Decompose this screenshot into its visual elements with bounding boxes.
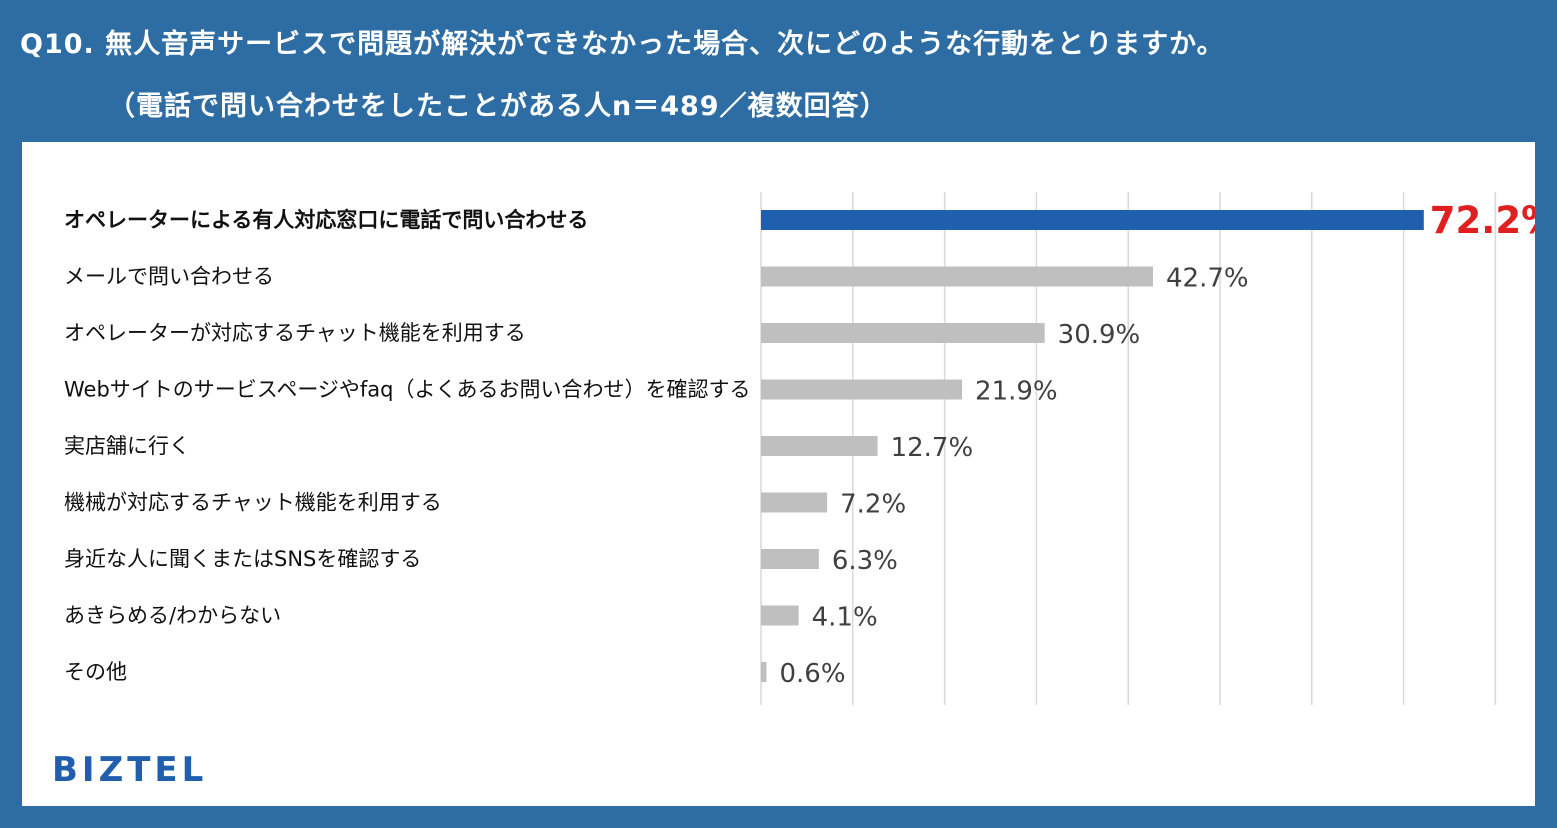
bar (761, 379, 963, 400)
category-label: その他 (64, 660, 127, 684)
bar (761, 323, 1045, 343)
category-label: メールで問い合わせる (64, 265, 274, 289)
value-label: 6.3% (832, 546, 898, 576)
bar (761, 436, 878, 456)
value-label: 12.7% (891, 433, 974, 463)
value-label: 4.1% (812, 603, 878, 633)
bar (761, 549, 819, 569)
chart-panel: オペレーターによる有人対応窓口に電話で問い合わせる 72.2% メールで問い合わせる… (22, 142, 1535, 806)
bar (761, 492, 828, 513)
category-label: 身近な人に聞くまたはSNSを確認する (64, 547, 421, 571)
bar (761, 210, 1424, 230)
value-label: 0.6% (780, 659, 846, 689)
value-label: 21.9% (975, 377, 1058, 407)
category-label: あきらめる/わからない (64, 604, 281, 628)
bar (761, 266, 1153, 287)
biztel-logo: BIZTEL (52, 750, 208, 790)
category-label: Webサイトのサービスページやfaq（よくあるお問い合わせ）を確認する (64, 378, 750, 402)
category-label: オペレーターによる有人対応窓口に電話で問い合わせる (64, 208, 588, 232)
category-label: オペレーターが対応するチャット機能を利用する (64, 321, 526, 345)
bar-chart: オペレーターによる有人対応窓口に電話で問い合わせる 72.2% メールで問い合わせる… (64, 192, 1535, 705)
value-label: 42.7% (1166, 264, 1249, 294)
category-label: 実店舗に行く (64, 434, 190, 458)
value-label: 7.2% (840, 490, 906, 520)
bar (761, 662, 767, 682)
value-label: 72.2% (1430, 199, 1535, 242)
chart-subtitle: （電話で問い合わせをしたことがある人n＝489／複数回答） (108, 91, 888, 122)
bar (761, 605, 799, 626)
value-label: 30.9% (1058, 320, 1141, 350)
chart-title: Q10. 無人音声サービスで問題が解決ができなかった場合、次にどのような行動をと… (20, 29, 1225, 60)
category-label: 機械が対応するチャット機能を利用する (64, 491, 442, 515)
